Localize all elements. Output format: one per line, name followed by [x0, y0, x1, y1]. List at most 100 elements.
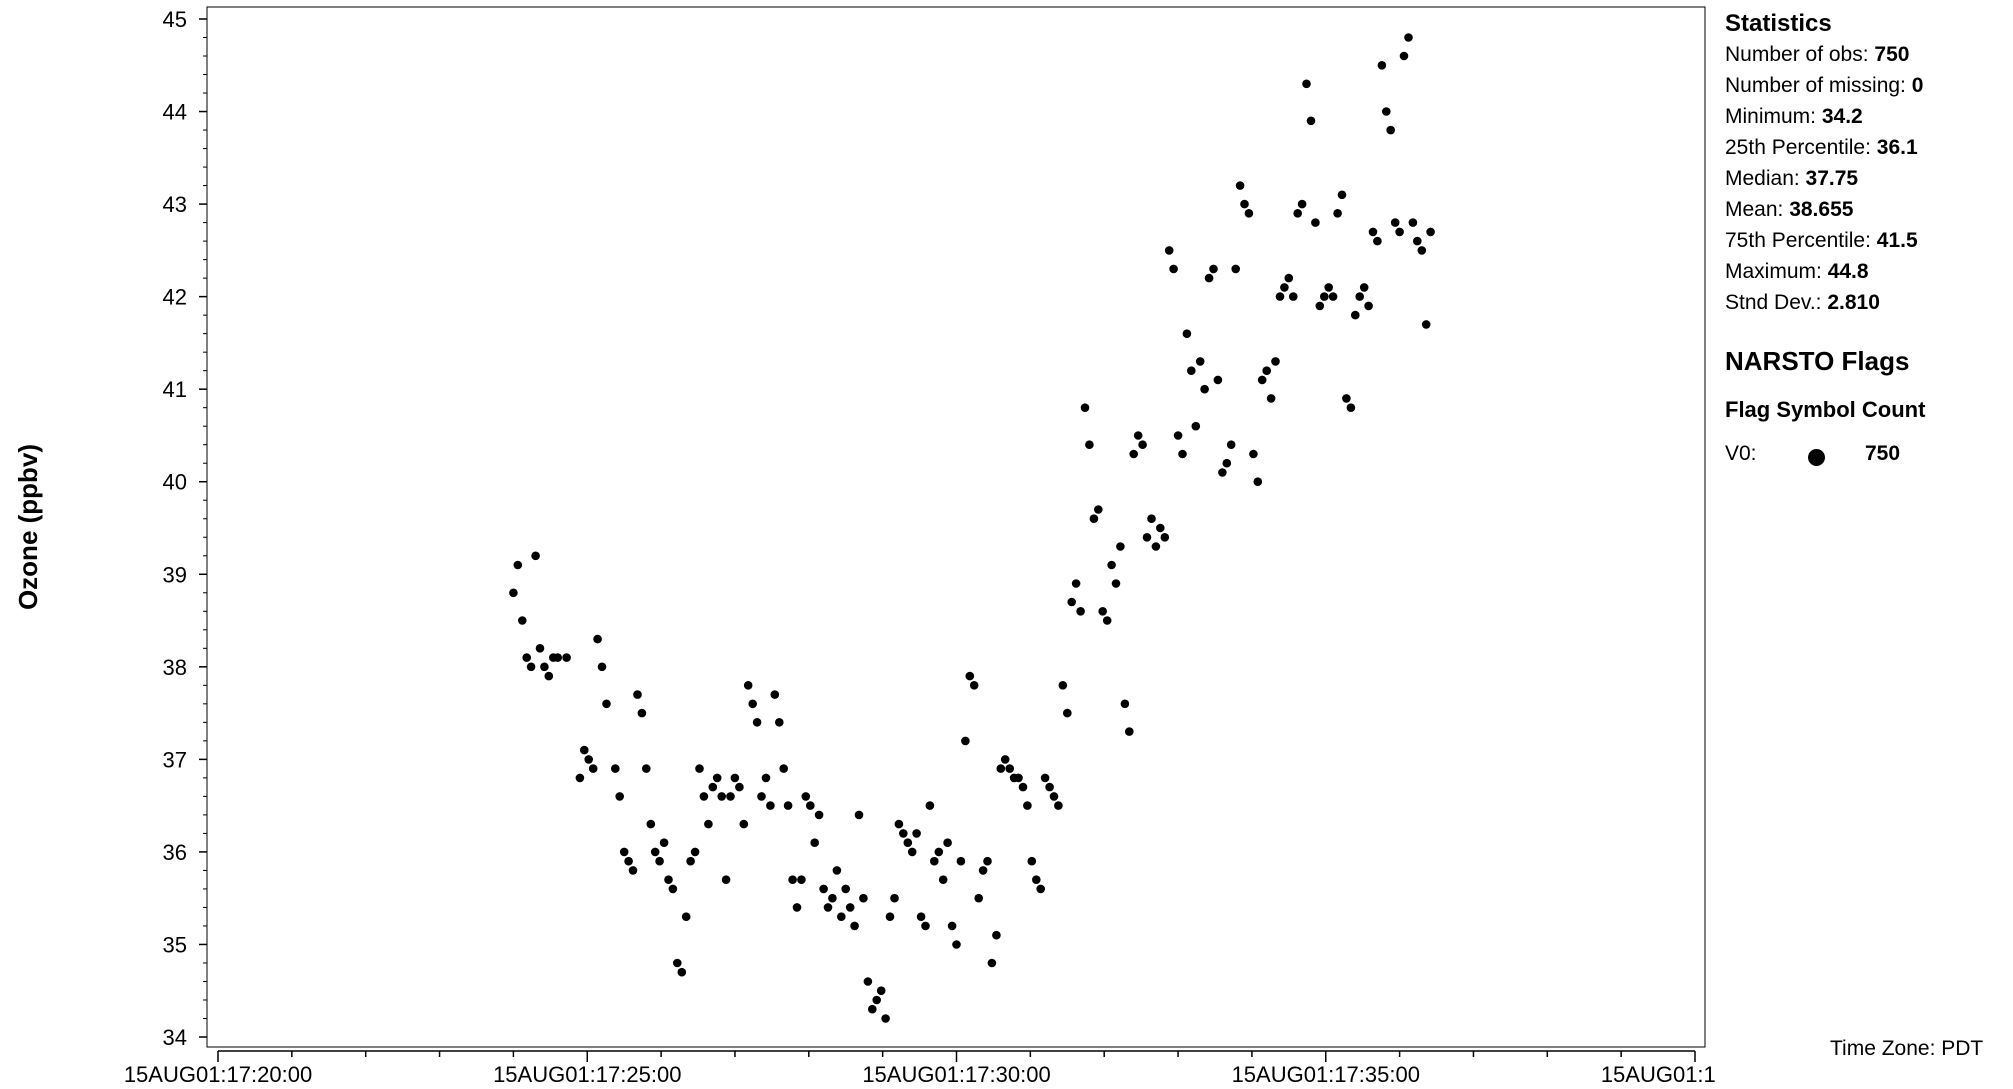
data-point: [974, 893, 983, 903]
data-point: [1138, 440, 1147, 450]
data-point: [518, 616, 527, 625]
data-point: [1377, 61, 1387, 70]
data-point: [509, 588, 518, 598]
flag-code: V0:: [1725, 442, 1757, 465]
data-point: [952, 940, 961, 949]
data-point: [1293, 209, 1302, 218]
data-point: [1426, 227, 1435, 237]
data-point: [1359, 283, 1369, 292]
data-point: [650, 847, 660, 857]
data-point: [868, 1004, 877, 1014]
data-point: [752, 718, 762, 727]
data-point: [704, 819, 713, 829]
data-point: [925, 801, 935, 810]
data-point: [1164, 246, 1174, 255]
data-point: [1302, 79, 1311, 89]
data-point: [677, 967, 687, 977]
data-point: [992, 930, 1001, 940]
data-point: [965, 671, 975, 681]
data-point: [1076, 607, 1085, 616]
data-point: [1240, 199, 1249, 209]
data-point: [1040, 773, 1050, 783]
stat-value: 0: [1911, 74, 1924, 97]
stat-row: 75th Percentile: 41.5: [1725, 225, 2005, 256]
data-point: [1404, 33, 1413, 42]
y-tick-label: 42: [163, 285, 187, 310]
data-point: [748, 699, 757, 709]
data-point: [757, 792, 766, 801]
data-point: [1111, 579, 1121, 588]
stat-value: 2.810: [1827, 291, 1880, 314]
statistics-panel: Statistics Number of obs: 750 Number of m…: [1725, 8, 2005, 318]
stat-value: 34.2: [1821, 105, 1863, 128]
data-point: [553, 653, 562, 662]
data-point: [1000, 755, 1010, 764]
data-point: [1249, 449, 1258, 459]
data-point: [907, 847, 917, 857]
data-point: [1116, 542, 1125, 551]
data-point: [708, 782, 718, 792]
data-points: [509, 33, 1435, 1023]
stat-value: 38.655: [1789, 198, 1854, 221]
data-point: [899, 829, 908, 838]
stat-row: Maximum: 44.8: [1725, 256, 2005, 287]
data-point: [743, 681, 753, 690]
data-point: [783, 801, 793, 810]
data-point: [1244, 209, 1254, 218]
data-point: [1395, 227, 1404, 237]
data-point: [890, 893, 899, 903]
stat-row: Number of missing: 0: [1725, 70, 2005, 101]
data-point: [1178, 449, 1187, 459]
data-point: [580, 745, 589, 755]
data-point: [845, 903, 855, 912]
data-point: [930, 856, 939, 866]
flag-table-header: Flag Symbol Count: [1725, 397, 1926, 422]
data-point: [1266, 394, 1276, 403]
data-point: [1125, 727, 1134, 736]
data-point: [1373, 236, 1382, 246]
data-point: [575, 773, 585, 783]
data-point: [934, 847, 944, 857]
statistics-rows: Number of obs: 750 Number of missing: 0 Mi…: [1725, 39, 2005, 318]
data-point: [1032, 875, 1041, 884]
y-tick-label: 41: [163, 377, 187, 402]
data-point: [531, 551, 540, 561]
data-point: [522, 653, 531, 662]
data-point: [1231, 264, 1240, 274]
y-tick-label: 35: [163, 932, 187, 957]
data-point: [775, 718, 784, 727]
data-point: [526, 662, 536, 672]
data-point: [1054, 801, 1063, 810]
data-point: [619, 847, 629, 857]
data-point: [1382, 107, 1391, 116]
data-point: [1222, 458, 1232, 468]
y-tick-label: 39: [163, 562, 187, 587]
data-point: [828, 893, 837, 903]
data-point: [664, 875, 673, 884]
y-tick-label: 38: [163, 655, 187, 680]
data-point: [987, 958, 997, 968]
data-point: [739, 819, 749, 829]
data-point: [602, 699, 611, 709]
data-point: [943, 838, 952, 847]
data-point: [1195, 357, 1205, 366]
data-point: [1160, 533, 1170, 542]
data-point: [1284, 273, 1294, 283]
data-point: [655, 856, 664, 866]
stat-label: Median:: [1725, 167, 1806, 190]
data-point: [1311, 218, 1320, 227]
data-point: [837, 912, 846, 921]
data-point: [841, 884, 850, 894]
x-axis: 15AUG01:17:20:00 15AUG01:17:25:00 15AUG01:…: [124, 1050, 1715, 1087]
data-point: [668, 884, 678, 894]
data-point: [1421, 320, 1431, 329]
data-point: [1324, 283, 1333, 292]
data-point: [1018, 782, 1028, 792]
data-point: [872, 995, 881, 1005]
data-point: [1355, 292, 1364, 301]
data-point: [814, 810, 824, 820]
narsto-flags-title: NARSTO Flags: [1725, 346, 1910, 376]
data-point: [810, 838, 819, 847]
data-point: [624, 856, 633, 866]
stat-row: Stnd Dev.: 2.810: [1725, 287, 2005, 318]
